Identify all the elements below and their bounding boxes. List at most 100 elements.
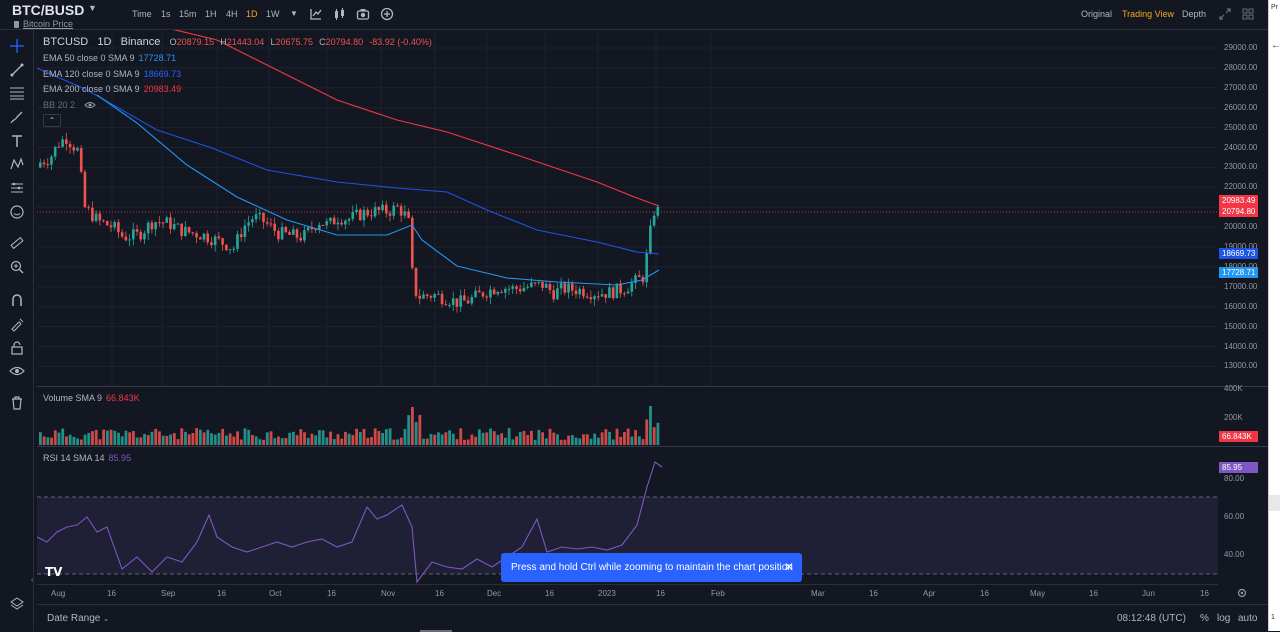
volume-bar [437,432,440,445]
candle-body [46,164,50,166]
pane-separator-2[interactable] [37,446,1268,447]
candle-body [113,222,116,228]
indicators-icon[interactable] [309,7,323,21]
volume-bar [544,438,548,445]
volume-bar [392,439,396,445]
candle-body [91,207,94,222]
magnet-icon[interactable] [9,292,25,308]
candle-body [83,171,87,208]
date-range-button[interactable]: Date Range ⌄ [47,613,109,624]
lock-icon[interactable] [9,340,25,356]
utc-clock[interactable]: 08:12:48 (UTC) [1117,613,1186,624]
price-axis[interactable]: 29000.00 28000.00 27000.00 26000.00 25000.00… [1218,30,1268,386]
ema200-name: EMA 200 close 0 SMA 9 [43,84,140,94]
volume-bar [172,433,176,445]
legend-rsi[interactable]: RSI 14 SMA 14 85.95 [43,453,131,463]
tf-1w[interactable]: 1W [266,9,280,19]
candle-body [139,231,143,240]
trendline-icon[interactable] [9,62,25,78]
header-exchange: Binance [120,36,161,48]
rsi-name: RSI 14 SMA 14 [43,453,105,463]
symbol-title[interactable]: BTC/BUSD [12,2,85,18]
brush-icon[interactable] [9,109,25,125]
scrollbar-thumb[interactable] [1269,495,1280,511]
o-value: 20879.15 [176,37,215,47]
candle-body [582,288,585,297]
tf-15m[interactable]: 15m [179,9,197,19]
legend-bb[interactable]: BB 20 2 [43,100,96,110]
chart-header: BTCUSD 1D Binance O20879.15 H21443.04 L2… [43,36,432,48]
legend-ema200[interactable]: EMA 200 close 0 SMA 9 20983.49 [43,84,181,94]
candle-body [518,288,522,292]
candle-body [630,282,634,292]
visibility-eye-icon[interactable] [83,101,96,109]
text-icon[interactable] [9,133,25,149]
ema50-name: EMA 50 close 0 SMA 9 [43,53,135,63]
toast-close-icon[interactable]: ✕ [783,560,794,574]
volume-bar [414,422,418,445]
crosshair-icon[interactable] [9,38,25,54]
volume-pane[interactable] [37,387,1218,446]
view-depth[interactable]: Depth [1182,9,1207,19]
price-pane[interactable] [37,30,1218,386]
add-icon[interactable] [380,7,394,21]
pattern-icon[interactable] [9,156,25,172]
candle-body [451,298,455,305]
volume-bar [288,432,292,445]
prediction-icon[interactable] [9,180,25,196]
volume-bar [120,436,124,445]
tf-1d[interactable]: 1D [246,9,258,19]
volume-bar [388,428,392,445]
volume-axis[interactable]: 400K 200K [1218,384,1268,446]
tf-1h[interactable]: 1H [205,9,217,19]
lock-drawing-icon[interactable] [9,316,25,332]
volume-bar [411,406,414,445]
scroll-left-icon[interactable]: ‹ [31,577,34,584]
auto-toggle[interactable]: auto [1238,613,1258,624]
volume-bar [57,432,61,445]
settings-gear-icon[interactable] [1236,587,1248,599]
c-value: 20794.80 [325,37,364,47]
volume-bar [299,429,303,445]
time-axis[interactable]: Aug 16 Sep 16 Oct 16 Nov 16 Dec 16 2023 16 Feb Mar 16 A… [37,584,1218,604]
tf-more-icon[interactable]: ▼ [290,9,298,18]
candle-type-icon[interactable] [333,7,347,21]
time-tick: 16 [1200,589,1209,598]
fullscreen-icon[interactable] [1218,7,1232,21]
trash-icon[interactable] [9,395,25,411]
rsi-axis[interactable]: 80.00 60.00 40.00 [1218,447,1268,584]
candle-body [213,236,217,246]
layout-icon[interactable] [1241,7,1255,21]
legend-ema120[interactable]: EMA 120 close 0 SMA 9 18669.73 [43,69,181,79]
layers-icon[interactable] [9,596,25,612]
fib-icon[interactable] [9,85,25,101]
tf-1s[interactable]: 1s [161,9,171,19]
subtitle-text[interactable]: Bitcoin Price [23,19,74,29]
h-value: 21443.04 [226,37,265,47]
candle-body [50,156,53,165]
ruler-icon[interactable] [9,235,25,251]
tf-4h[interactable]: 4H [226,9,238,19]
volume-bar [515,436,518,445]
tf-time[interactable]: Time [132,9,152,19]
volume-bar [377,431,381,445]
symbol-dropdown-icon[interactable]: ▼ [88,3,97,13]
view-tradingview[interactable]: Trading View [1122,9,1175,19]
view-original[interactable]: Original [1081,9,1113,19]
collapse-arrow-icon[interactable]: ← [1271,40,1280,51]
camera-icon[interactable] [356,7,370,21]
volume-bar [407,415,411,445]
pane-separator-1[interactable] [37,386,1268,387]
log-toggle[interactable]: log [1217,613,1231,624]
eye-icon[interactable] [9,363,25,379]
percent-toggle[interactable]: % [1200,613,1209,624]
volume-bar [362,429,366,445]
emoji-icon[interactable] [9,204,25,220]
subtitle-link[interactable]: Bitcoin Price [14,19,73,29]
zoom-icon[interactable] [9,259,25,275]
legend-volume[interactable]: Volume SMA 9 66.843K [43,393,140,403]
legend-ema50[interactable]: EMA 50 close 0 SMA 9 17728.71 [43,53,176,63]
tradingview-logo[interactable]: TV [45,565,63,579]
collapse-legend-icon[interactable]: ⌃ [43,114,61,127]
volume-bar [247,429,251,445]
